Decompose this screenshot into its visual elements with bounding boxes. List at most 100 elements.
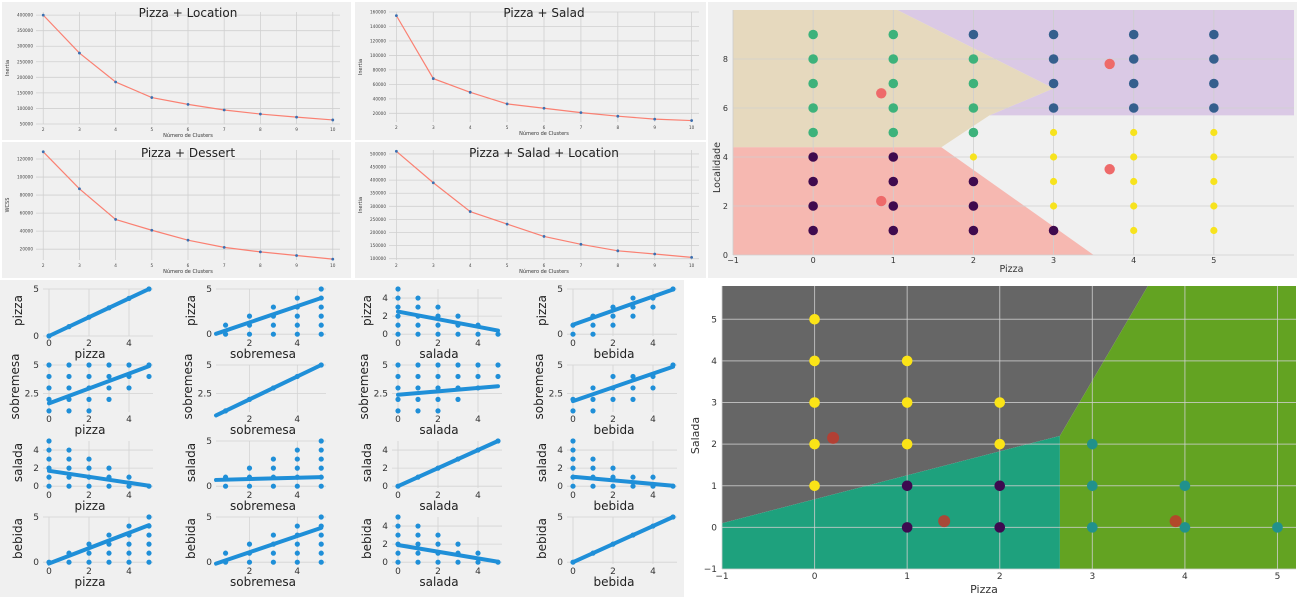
cluster-point-yellow: [809, 313, 820, 325]
x-tick-label: 2: [86, 491, 92, 501]
x-tick-label: 4: [114, 263, 117, 268]
pairplot-cell-sobremesa-vs-sobremesa: 2 4 2.5 5 sobremesa sobremesa: [181, 354, 326, 437]
x-tick-label: 2: [610, 567, 616, 577]
x-tick-label: 10: [689, 263, 695, 268]
x-tick-label: 2: [86, 339, 92, 349]
data-point: [46, 408, 52, 414]
data-point: [318, 286, 324, 292]
data-point: [395, 550, 401, 556]
x-axis-label: pizza: [75, 499, 106, 513]
data-point: [270, 559, 276, 565]
y-tick-label: 0: [557, 330, 563, 340]
y-tick-label: 5: [206, 285, 212, 295]
y-tick-label: 2: [723, 202, 728, 211]
y-tick-label: 0: [206, 482, 212, 492]
data-point: [455, 396, 461, 402]
data-point: [258, 250, 262, 254]
x-tick-label: 0: [395, 415, 401, 425]
regression-line: [396, 384, 500, 397]
data-point: [78, 187, 81, 191]
x-tick-label: 5: [150, 127, 153, 132]
regression-line: [47, 364, 151, 406]
y-tick-label: 0: [33, 558, 39, 568]
data-point: [106, 465, 112, 471]
decision-region-gray: [722, 286, 1148, 524]
x-tick-label: 2: [42, 127, 45, 132]
cluster-point-purple: [1048, 225, 1059, 236]
data-point: [246, 313, 253, 319]
y-tick-label: 1: [711, 482, 717, 492]
data-point: [455, 362, 461, 368]
cluster-point-darkblue: [1048, 29, 1059, 40]
data-point: [475, 559, 481, 565]
cluster-point-yellow: [809, 438, 820, 450]
data-point: [106, 362, 112, 368]
data-point: [186, 103, 190, 106]
chart-background: [355, 2, 706, 140]
x-tick-label: 0: [811, 256, 816, 265]
x-tick-label: 0: [570, 339, 576, 349]
data-point: [41, 13, 45, 17]
cluster-point-purple: [901, 480, 913, 492]
data-point: [653, 117, 657, 121]
x-tick-label: 5: [1275, 572, 1281, 582]
data-point: [86, 465, 92, 471]
x-axis-label: salada: [419, 499, 458, 513]
y-tick-label: 0: [33, 332, 39, 342]
cluster-point-green: [808, 29, 818, 40]
x-axis-label: bebida: [594, 423, 635, 437]
y-tick-label: 350000: [370, 191, 386, 196]
data-point: [270, 532, 276, 538]
x-tick-label: 8: [616, 125, 619, 130]
data-point: [455, 313, 461, 319]
data-point: [395, 396, 401, 402]
x-tick-label: 8: [616, 263, 619, 268]
y-tick-label: 0: [382, 330, 388, 340]
regression-line: [396, 309, 500, 333]
x-tick-label: 4: [1131, 256, 1136, 265]
cluster-point-teal: [1179, 522, 1191, 533]
cluster-point-teal: [1272, 522, 1283, 533]
cluster-point-green: [808, 127, 818, 138]
cluster-point-green: [808, 103, 818, 113]
y-axis-label: sobremesa: [8, 354, 22, 420]
y-tick-label: 120000: [370, 38, 386, 43]
data-point: [435, 362, 441, 368]
data-point: [435, 396, 441, 402]
x-tick-label: 1: [904, 572, 910, 582]
data-point: [610, 313, 616, 319]
x-axis-label: sobremesa: [230, 499, 296, 513]
pairplot-cell-bebida-vs-salada: 0 2 4 0 2 4 salada bebida: [360, 514, 502, 589]
y-axis-label: Localidade: [712, 142, 723, 193]
data-point: [318, 438, 324, 444]
x-tick-label: 2: [610, 339, 616, 349]
x-tick-label: 4: [475, 491, 481, 501]
x-tick-label: 10: [330, 263, 336, 268]
data-point: [468, 90, 472, 94]
x-tick-label: 4: [650, 567, 656, 577]
y-tick-label: 80000: [20, 193, 34, 198]
y-tick-label: 200000: [370, 230, 386, 235]
data-point: [590, 396, 596, 402]
data-point: [294, 331, 300, 337]
cluster-point-yellow: [901, 438, 913, 450]
data-point: [294, 559, 300, 565]
data-point: [395, 408, 401, 414]
decision-region-teal: [722, 435, 1060, 569]
data-point: [66, 362, 72, 368]
y-axis-label: salada: [360, 443, 374, 482]
data-point: [435, 304, 441, 310]
data-point: [106, 532, 112, 538]
data-point: [415, 304, 421, 310]
data-point: [394, 149, 398, 153]
x-tick-label: 2: [997, 572, 1003, 582]
data-point: [630, 313, 636, 319]
y-tick-label: 400000: [370, 178, 386, 183]
x-tick-label: 3: [78, 263, 81, 268]
x-axis-label: pizza: [75, 423, 106, 437]
y-tick-label: 150000: [370, 243, 386, 248]
cluster-point-yellow: [1130, 128, 1138, 137]
data-point: [455, 541, 461, 547]
